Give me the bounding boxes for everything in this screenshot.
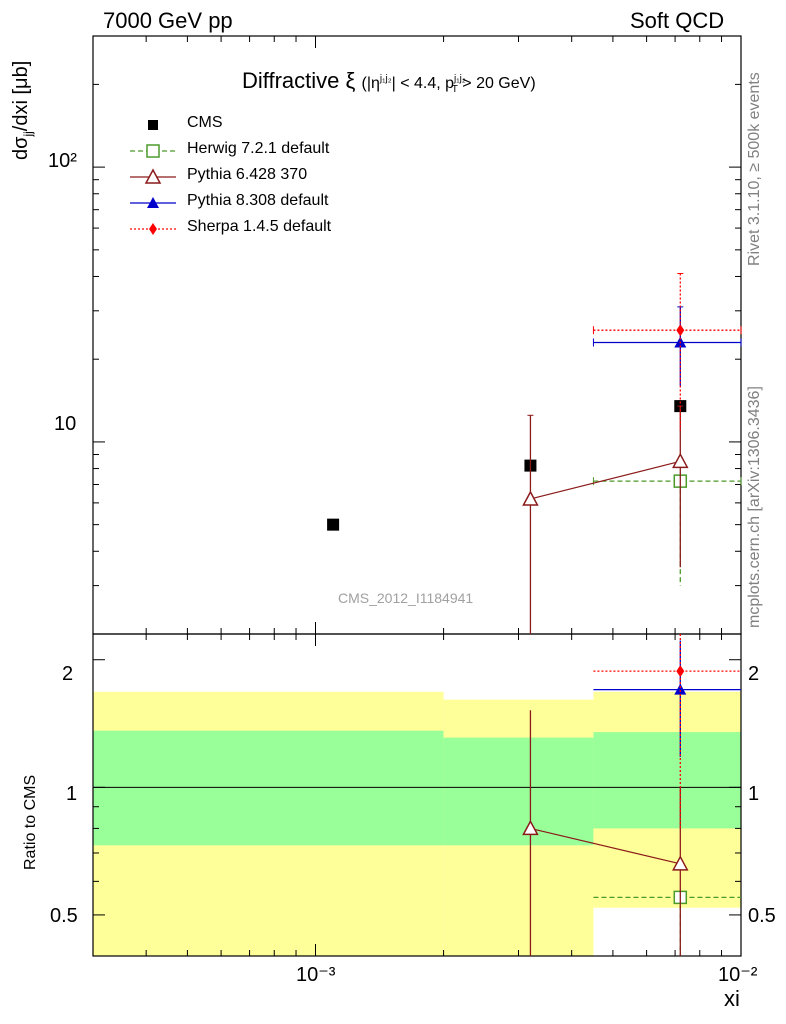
ratio-point-pythia-1 [672,855,689,871]
ratio-tick-label-0.5: 0.5 [50,905,78,927]
ratio-point-sherpa-0 [676,665,685,678]
legend-marker-2 [144,168,162,184]
point-sherpa-0 [676,324,685,337]
ratio-point-pythia-0 [522,819,539,836]
x-axis-label: xi [724,986,740,1011]
x-tick-label-1e-3: 10⁻³ [296,964,336,986]
y-axis-label-main: dσjj/dxi [μb] [10,60,35,160]
legend-marker-1 [146,144,160,158]
x-tick-label-1e-2: 10⁻² [718,964,758,986]
ratio-point-pythia-0 [674,683,687,695]
title-cuts: (|ηj₁j₂| < 4.4, pj₁j₂T > 20 GeV) [361,73,536,96]
point-pythia-1 [672,452,689,469]
ratio-tick-label-1: 1 [66,783,78,805]
ratio-tick-label-2-right: 2 [748,663,760,685]
ratio-tick-label-0.5-right: 0.5 [748,905,776,927]
category-label: Soft QCD [630,8,725,33]
ratio-tick-label-2: 2 [62,663,74,685]
mcplots-label: mcplots.cern.ch [arXiv:1306.3436] [746,386,763,628]
ratio-panel-frame [92,633,742,957]
energy-label: 7000 GeV pp [103,8,233,33]
y-tick-label-100: 10² [48,150,77,172]
ratio-band-green-2 [593,732,741,829]
ratio-series-line-1 [530,827,681,865]
legend-marker-4 [149,223,157,235]
y-axis-label-ratio: Ratio to CMS [22,774,39,870]
ratio-band-green-0 [93,730,444,846]
rivet-label: Rivet 3.1.10, ≥ 500k events [746,72,763,266]
analysis-id: CMS_2012_I1184941 [338,590,474,606]
ratio-tick-label-1-right: 1 [748,783,760,805]
title-main: Diffractive ξ [242,68,356,93]
legend-marker-0 [148,120,158,130]
legend-marker-3 [147,197,159,208]
point-cms-0 [327,518,340,531]
point-pythia-0 [522,490,539,506]
plot-title: Diffractive ξ (|ηj₁j₂| < 4.4, pj₁j₂T > 2… [242,68,536,95]
y-tick-label-10: 10 [54,413,77,435]
series-line-2 [530,460,681,500]
ratio-band-green-1 [443,737,594,846]
